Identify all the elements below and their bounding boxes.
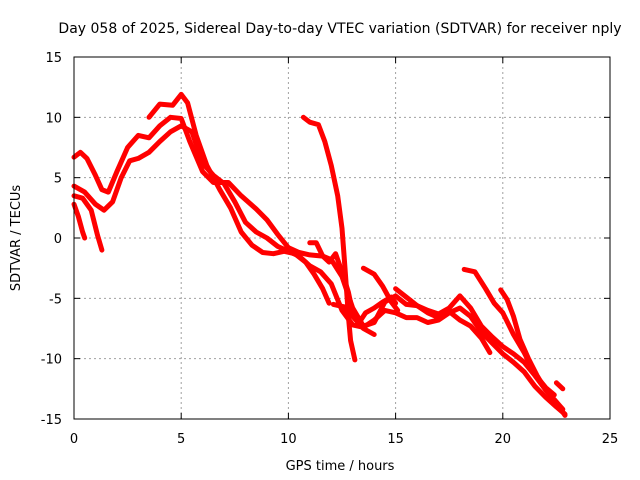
y-tick-label: -15 [41, 413, 62, 428]
y-tick-label: -10 [41, 353, 62, 368]
x-tick-label: 25 [602, 432, 619, 447]
y-tick-label: 5 [54, 172, 62, 187]
series-track-12 [498, 287, 566, 412]
series-track-5 [146, 91, 332, 306]
y-axis-label: SDTVAR / TECUs [9, 185, 24, 292]
series-track-1 [71, 114, 568, 418]
series-track-7 [307, 240, 399, 325]
x-axis-label: GPS time / hours [286, 459, 395, 474]
y-tick-label: -5 [49, 292, 62, 307]
x-tick-label: 10 [280, 432, 297, 447]
series-track-2 [71, 123, 568, 417]
y-tick-label: 0 [54, 232, 62, 247]
series-track-13 [553, 380, 566, 392]
x-tick-label: 5 [177, 432, 185, 447]
series-track-4 [71, 201, 88, 241]
chart-title: Day 058 of 2025, Sidereal Day-to-day VTE… [58, 21, 621, 37]
series-track-6 [300, 114, 358, 363]
series-track-9 [330, 301, 377, 337]
axis-ticks: 0 5 10 15 20 25 15 10 5 0 -5 -10 -15 [41, 51, 619, 447]
x-tick-label: 0 [70, 432, 78, 447]
data-series [71, 91, 568, 418]
series-track-10 [393, 286, 493, 356]
x-tick-label: 20 [495, 432, 512, 447]
series-track-8 [360, 265, 401, 313]
y-tick-label: 15 [45, 51, 62, 66]
series-track-3 [71, 193, 105, 253]
x-tick-label: 15 [387, 432, 404, 447]
y-tick-label: 10 [45, 111, 62, 126]
